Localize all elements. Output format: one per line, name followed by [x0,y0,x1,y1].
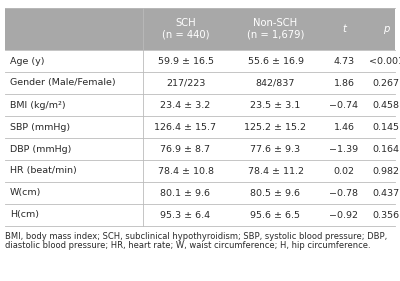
Bar [5,50,395,72]
Bar [5,94,395,116]
Text: BMI (kg/m²): BMI (kg/m²) [10,101,66,110]
Text: 0.267: 0.267 [372,78,400,87]
Text: 80.5 ± 9.6: 80.5 ± 9.6 [250,189,300,198]
Text: BMI, body mass index; SCH, subclinical hypothyroidism; SBP, systolic blood press: BMI, body mass index; SCH, subclinical h… [5,232,387,241]
Text: p: p [383,24,389,34]
Text: Gender (Male/Female): Gender (Male/Female) [10,78,116,87]
Bar [5,160,395,182]
Bar [5,138,395,160]
Text: SBP (mmHg): SBP (mmHg) [10,123,70,132]
Text: 0.356: 0.356 [372,210,400,219]
Text: −0.74: −0.74 [330,101,358,110]
Text: 0.982: 0.982 [372,167,400,176]
Text: HR (beat/min): HR (beat/min) [10,167,77,176]
Text: 0.145: 0.145 [372,123,400,132]
Text: 125.2 ± 15.2: 125.2 ± 15.2 [244,123,306,132]
Bar [5,72,395,94]
Text: 1.46: 1.46 [334,123,354,132]
Text: 23.5 ± 3.1: 23.5 ± 3.1 [250,101,301,110]
Text: 59.9 ± 16.5: 59.9 ± 16.5 [158,56,214,65]
Text: W(cm): W(cm) [10,189,41,198]
Text: 0.164: 0.164 [372,144,400,153]
Text: 0.458: 0.458 [372,101,400,110]
Text: <0.001: <0.001 [368,56,400,65]
Text: 0.437: 0.437 [372,189,400,198]
Text: 95.6 ± 6.5: 95.6 ± 6.5 [250,210,300,219]
Text: 76.9 ± 8.7: 76.9 ± 8.7 [160,144,210,153]
Text: 217/223: 217/223 [166,78,205,87]
Text: t: t [342,24,346,34]
Text: H(cm): H(cm) [10,210,39,219]
Text: SCH
(n = 440): SCH (n = 440) [162,18,209,40]
Text: 55.6 ± 16.9: 55.6 ± 16.9 [248,56,304,65]
Text: 0.02: 0.02 [334,167,354,176]
Text: 1.86: 1.86 [334,78,354,87]
Text: 78.4 ± 10.8: 78.4 ± 10.8 [158,167,214,176]
Text: 95.3 ± 6.4: 95.3 ± 6.4 [160,210,210,219]
Text: Age (y): Age (y) [10,56,44,65]
Bar [5,182,395,204]
Text: diastolic blood pressure; HR, heart rate; W, waist circumference; H, hip circumf: diastolic blood pressure; HR, heart rate… [5,241,371,250]
Bar [5,8,395,50]
Text: −0.92: −0.92 [330,210,358,219]
Text: 78.4 ± 11.2: 78.4 ± 11.2 [248,167,304,176]
Bar [5,204,395,226]
Text: Non-SCH
(n = 1,679): Non-SCH (n = 1,679) [247,18,304,40]
Text: 842/837: 842/837 [256,78,295,87]
Text: 80.1 ± 9.6: 80.1 ± 9.6 [160,189,210,198]
Bar [5,116,395,138]
Text: −0.78: −0.78 [330,189,358,198]
Text: −1.39: −1.39 [330,144,358,153]
Text: 77.6 ± 9.3: 77.6 ± 9.3 [250,144,300,153]
Text: DBP (mmHg): DBP (mmHg) [10,144,71,153]
Text: 4.73: 4.73 [334,56,354,65]
Text: 23.4 ± 3.2: 23.4 ± 3.2 [160,101,211,110]
Text: 126.4 ± 15.7: 126.4 ± 15.7 [154,123,216,132]
